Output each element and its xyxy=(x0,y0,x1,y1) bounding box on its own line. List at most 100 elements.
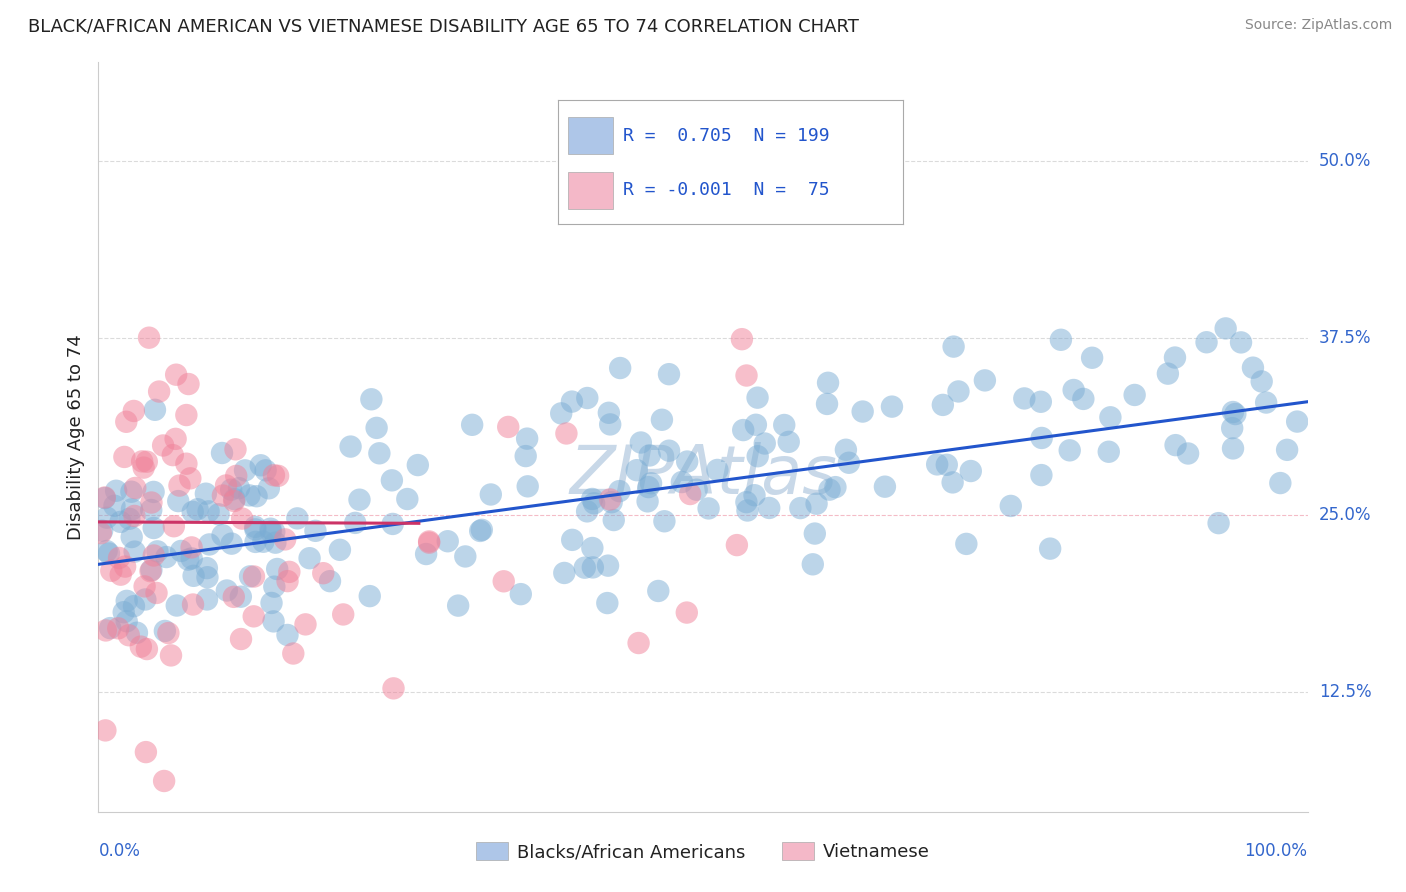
Point xyxy=(129,640,152,654)
Point xyxy=(637,494,659,508)
Point xyxy=(576,391,599,405)
Point xyxy=(142,549,165,563)
Point xyxy=(122,599,145,614)
Point xyxy=(1164,351,1187,365)
Point xyxy=(550,406,572,420)
Point xyxy=(163,519,186,533)
Point xyxy=(835,442,858,457)
Point xyxy=(381,473,404,487)
Point xyxy=(162,448,184,462)
Point xyxy=(177,377,200,392)
Point xyxy=(120,484,142,499)
Point xyxy=(124,508,146,523)
Text: 100.0%: 100.0% xyxy=(1244,842,1308,860)
Point xyxy=(553,566,575,580)
Point xyxy=(654,514,676,528)
Point xyxy=(124,481,146,495)
Point xyxy=(114,559,136,574)
Point xyxy=(1031,468,1053,483)
Point xyxy=(257,481,280,495)
Point xyxy=(176,408,198,422)
Point xyxy=(415,547,437,561)
Point xyxy=(170,544,193,558)
Point xyxy=(165,432,187,446)
Point xyxy=(1031,431,1053,445)
Point xyxy=(454,549,477,564)
Point xyxy=(599,417,621,432)
Point xyxy=(509,587,531,601)
Point xyxy=(197,570,219,584)
Point xyxy=(90,526,112,541)
Text: 0.0%: 0.0% xyxy=(98,842,141,860)
Point xyxy=(603,513,626,527)
Point xyxy=(100,564,122,578)
Point xyxy=(263,615,285,629)
Point xyxy=(132,460,155,475)
Point xyxy=(148,384,170,399)
Point xyxy=(852,404,875,418)
Point xyxy=(267,468,290,483)
Point xyxy=(339,440,361,454)
Point xyxy=(735,368,758,383)
Point xyxy=(1000,499,1022,513)
Point xyxy=(1081,351,1104,365)
Point xyxy=(245,489,267,503)
Point xyxy=(516,479,538,493)
Point xyxy=(215,583,238,598)
Point xyxy=(1014,392,1036,406)
Point xyxy=(221,536,243,550)
Point xyxy=(492,574,515,589)
Point xyxy=(1039,541,1062,556)
Point xyxy=(596,596,619,610)
Point xyxy=(231,511,253,525)
Point xyxy=(471,523,494,537)
Point xyxy=(145,586,167,600)
Point xyxy=(873,480,896,494)
Point xyxy=(1215,321,1237,335)
Point xyxy=(312,566,335,581)
Point xyxy=(194,486,217,500)
Point xyxy=(581,541,603,555)
Point xyxy=(139,564,162,578)
Point xyxy=(596,558,619,573)
Point xyxy=(561,394,583,409)
Point xyxy=(118,512,141,526)
Point xyxy=(239,569,262,583)
Point xyxy=(263,524,285,539)
Point xyxy=(1177,446,1199,460)
Point xyxy=(211,446,233,460)
Point xyxy=(576,504,599,518)
Point xyxy=(233,463,256,477)
Point xyxy=(359,589,381,603)
Point xyxy=(152,438,174,452)
Point xyxy=(332,607,354,622)
Point xyxy=(626,463,648,477)
Point xyxy=(955,537,977,551)
Point xyxy=(1208,516,1230,530)
Point xyxy=(731,332,754,346)
Point xyxy=(243,569,266,583)
Point xyxy=(155,549,177,564)
Point xyxy=(581,491,603,506)
Point xyxy=(98,621,121,635)
Point xyxy=(177,552,200,566)
Point xyxy=(801,558,824,572)
Point xyxy=(773,417,796,432)
Point xyxy=(207,508,229,522)
Point xyxy=(598,406,620,420)
Point xyxy=(94,491,117,505)
Point xyxy=(224,442,246,457)
Point xyxy=(278,565,301,579)
Point xyxy=(1099,410,1122,425)
Point xyxy=(96,510,118,524)
Point xyxy=(264,535,287,549)
Point xyxy=(640,476,662,491)
Point xyxy=(245,522,267,536)
Point xyxy=(685,483,707,497)
Text: 50.0%: 50.0% xyxy=(1319,153,1371,170)
Point xyxy=(274,533,297,547)
Point xyxy=(229,632,252,646)
Point xyxy=(368,446,391,460)
Point xyxy=(651,413,673,427)
Point xyxy=(157,626,180,640)
